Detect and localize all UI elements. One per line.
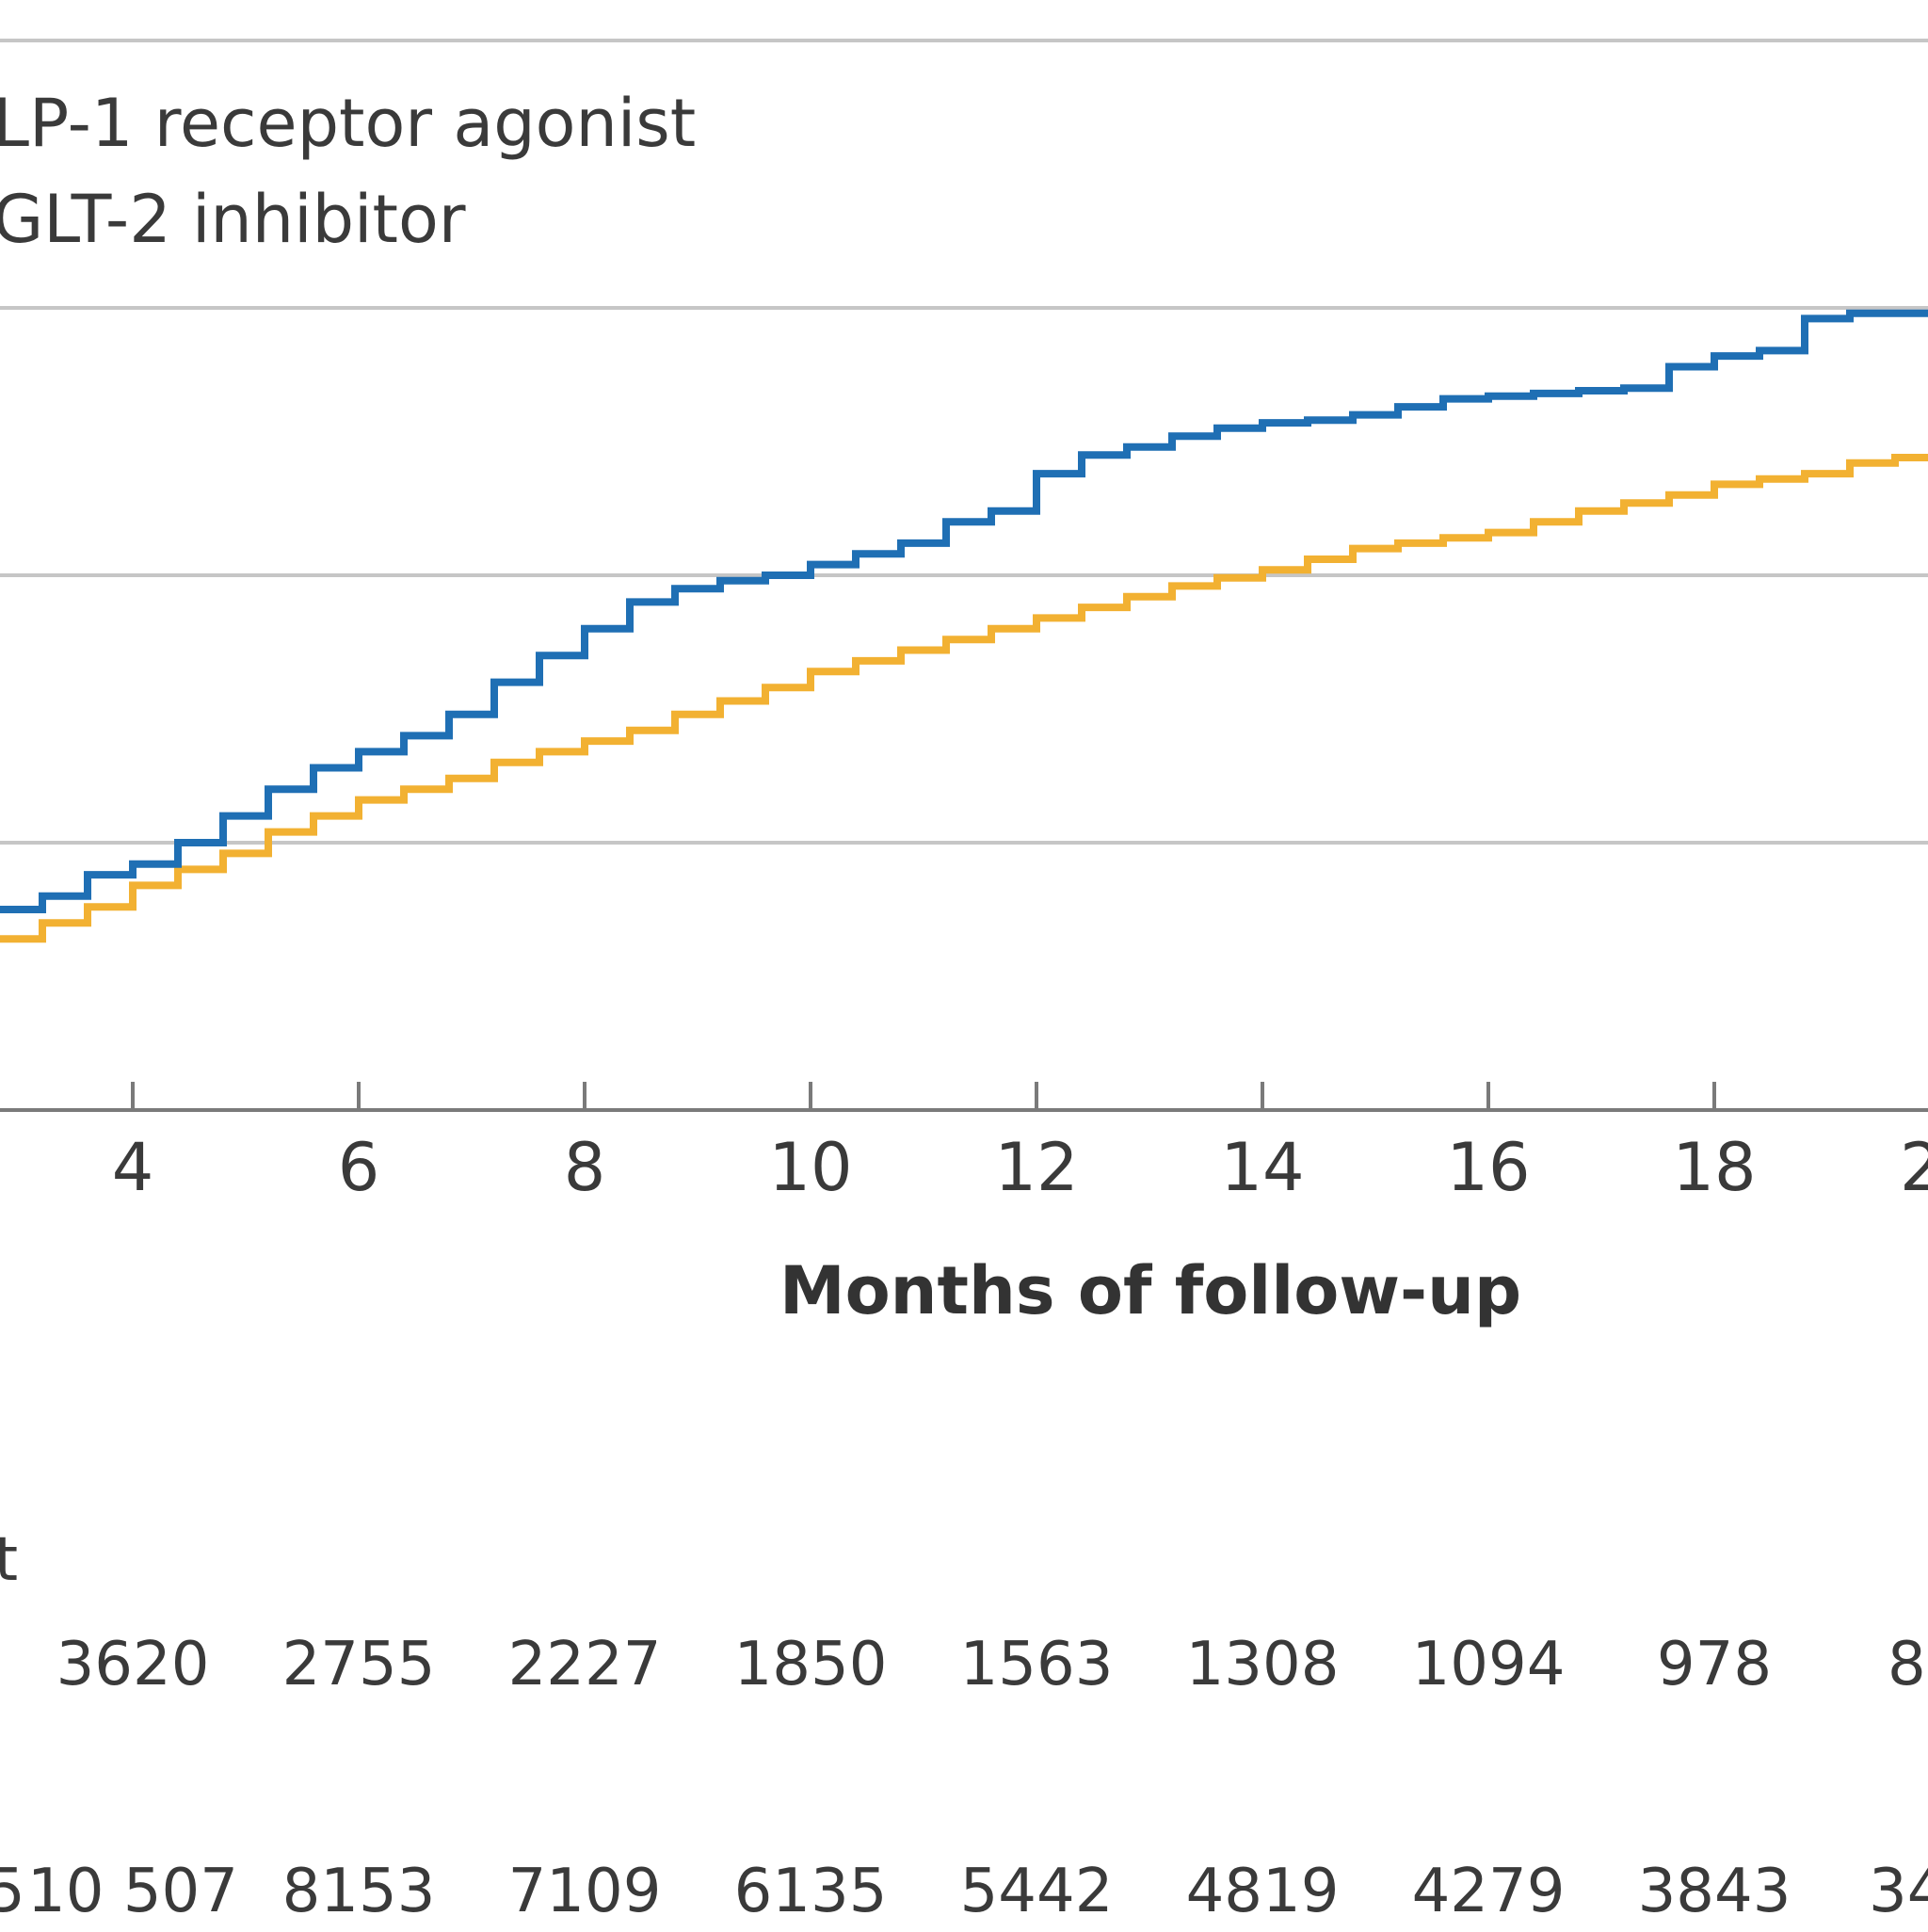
risk-cell: 1563 (960, 1630, 1114, 1699)
x-tick-label-6: 6 (338, 1129, 380, 1206)
x-tick-marks (131, 1082, 1716, 1110)
risk-cell: 2227 (508, 1630, 662, 1699)
x-tick-label-20: 2 (1900, 1129, 1928, 1206)
x-tick-label-4: 4 (112, 1129, 154, 1206)
risk-cell: 4819 (1186, 1857, 1340, 1926)
risk-cell: 3843 (1638, 1857, 1791, 1926)
risk-cell: 1850 (734, 1630, 888, 1699)
risk-table: t 3620 2755 2227 1850 1563 1308 1094 978… (0, 1525, 1928, 1926)
risk-table-label: t (0, 1525, 18, 1595)
risk-cell: 6135 (734, 1857, 888, 1926)
x-tick-label-12: 12 (994, 1129, 1078, 1206)
x-axis-title: Months of follow-up (779, 1252, 1521, 1329)
x-tick-label-14: 14 (1220, 1129, 1304, 1206)
x-tick-label-16: 16 (1446, 1129, 1530, 1206)
legend: LP-1 receptor agonist GLT-2 inhibitor (0, 85, 696, 258)
risk-row-glp1: 3620 2755 2227 1850 1563 1308 1094 978 8 (56, 1630, 1926, 1699)
risk-cell: 8 (1888, 1630, 1926, 1699)
risk-cell: 7109 (508, 1857, 662, 1926)
risk-row-lead-fragment: 5 (0, 1857, 25, 1926)
series-line-glp1 (0, 309, 1928, 913)
risk-cell: 5442 (960, 1857, 1114, 1926)
legend-entry-glp1: LP-1 receptor agonist (0, 85, 696, 162)
series-group (0, 309, 1928, 943)
risk-cell: 4279 (1412, 1857, 1566, 1926)
risk-cell: 34 (1869, 1857, 1928, 1926)
risk-cell: 1308 (1186, 1630, 1340, 1699)
risk-cell: 2755 (282, 1630, 436, 1699)
risk-cell: 978 (1657, 1630, 1772, 1699)
risk-cell: 10 507 (27, 1857, 238, 1926)
series-line-sglt2 (0, 454, 1928, 943)
risk-cell: 8153 (282, 1857, 436, 1926)
risk-row-sglt2: 5 10 507 8153 7109 6135 5442 4819 4279 3… (0, 1857, 1928, 1926)
legend-entry-sglt2: GLT-2 inhibitor (0, 181, 466, 258)
risk-cell: 1094 (1412, 1630, 1566, 1699)
x-tick-label-8: 8 (564, 1129, 606, 1206)
gridlines (0, 39, 1928, 845)
x-axis: 4 6 8 10 12 14 16 18 2 Months of follow-… (0, 1082, 1928, 1329)
x-tick-label-18: 18 (1672, 1129, 1756, 1206)
x-tick-label-10: 10 (768, 1129, 852, 1206)
risk-cell: 3620 (56, 1630, 210, 1699)
